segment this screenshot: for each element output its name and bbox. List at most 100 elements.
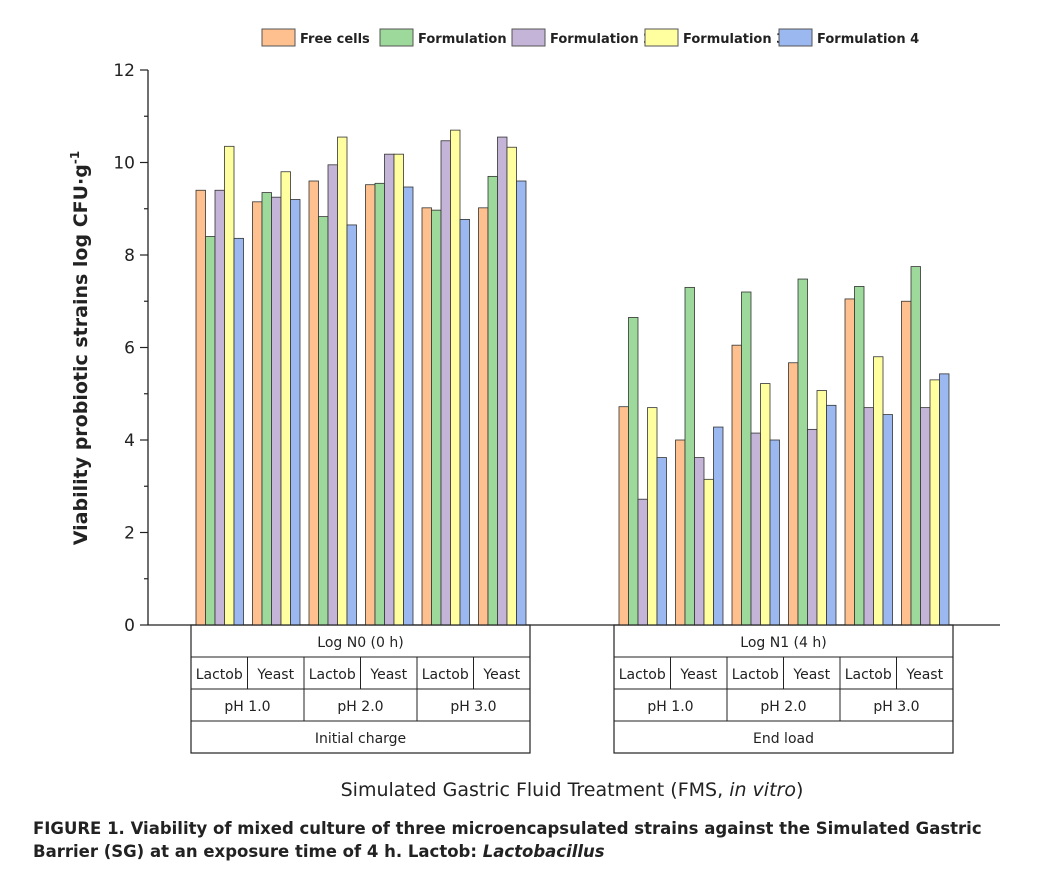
bar [854, 286, 865, 626]
x-axis-label-italic: in vitro [729, 779, 796, 801]
bar [826, 404, 837, 626]
bar [741, 291, 752, 626]
y-axis-label: Viability probiotic strains log CFU·g-1 [68, 151, 92, 545]
load-label: End load [753, 731, 814, 747]
bar [421, 207, 432, 626]
bar [816, 390, 827, 626]
y-tick-label: 8 [124, 246, 135, 266]
bar [844, 298, 855, 626]
strain-label: Yeast [256, 667, 294, 683]
legend-swatch [261, 28, 296, 47]
bar [280, 171, 291, 626]
bar [788, 362, 799, 626]
strain-label: Lactob [309, 667, 356, 683]
legend-swatch [511, 28, 546, 47]
bar [628, 317, 639, 626]
bar [327, 164, 338, 626]
ph-label: pH 1.0 [647, 699, 693, 715]
y-axis-label-sup: -1 [68, 151, 82, 164]
bar [647, 407, 658, 626]
bar [807, 428, 818, 626]
bar [506, 146, 517, 626]
bar [703, 478, 714, 626]
bar [694, 457, 705, 626]
strain-label: Lactob [196, 667, 243, 683]
bar [873, 356, 884, 626]
bar [374, 182, 385, 626]
y-tick-label: 12 [113, 61, 135, 81]
bar [365, 184, 376, 626]
bar [882, 414, 893, 626]
bar [797, 278, 808, 626]
strain-label: Yeast [369, 667, 407, 683]
ph-label: pH 1.0 [224, 699, 270, 715]
legend-swatch [778, 28, 813, 47]
x-axis-label-end: ) [796, 779, 803, 801]
bar [214, 189, 225, 626]
bar [403, 186, 414, 626]
bar [261, 192, 272, 626]
bar [290, 199, 301, 626]
strain-label: Yeast [482, 667, 520, 683]
caption-italic: Lactobacillus [482, 842, 605, 861]
bar [760, 383, 771, 626]
bar [901, 300, 912, 626]
bar [920, 407, 931, 626]
bar [478, 207, 489, 626]
bar [618, 406, 629, 626]
legend-label: Formulation 4 [817, 32, 919, 47]
bar [713, 426, 724, 626]
y-tick-label: 4 [124, 431, 135, 451]
bar [731, 344, 742, 626]
bar-chart: 0 2 4 6 8 10 12 Viability probiotic strains log… [68, 28, 1000, 801]
bar [271, 196, 282, 626]
x-axis-label: Simulated Gastric Fluid Treatment (FMS, … [341, 779, 804, 801]
ph-label: pH 3.0 [450, 699, 496, 715]
strain-label: Lactob [845, 667, 892, 683]
legend-label: Formulation 3 [683, 32, 785, 47]
load-label: Initial charge [315, 731, 406, 747]
bar [750, 432, 761, 626]
bar [637, 498, 648, 626]
legend-swatch [644, 28, 679, 47]
bar [318, 216, 329, 626]
legend-label: Formulation 2 [550, 32, 652, 47]
time-label: Log N1 (4 h) [740, 635, 826, 651]
bar [863, 407, 874, 626]
bar [910, 266, 921, 626]
legend-label: Free cells [300, 32, 370, 47]
bar [233, 237, 244, 626]
bar [929, 379, 940, 626]
bar [939, 373, 950, 626]
strain-label: Yeast [679, 667, 717, 683]
strain-label: Yeast [792, 667, 830, 683]
legend-label: Formulation 1 [418, 32, 520, 47]
bar [684, 286, 695, 626]
bar [337, 136, 348, 626]
bar [205, 236, 216, 626]
strain-label: Lactob [732, 667, 779, 683]
bar [431, 209, 442, 626]
bar [195, 189, 206, 626]
bar [769, 439, 780, 626]
bar [459, 218, 470, 626]
ph-label: pH 2.0 [760, 699, 806, 715]
y-tick-label: 0 [124, 616, 135, 636]
bar [224, 145, 235, 626]
y-tick-label: 10 [113, 154, 135, 174]
y-tick-label: 6 [124, 339, 135, 359]
bar [497, 136, 508, 626]
legend-swatch [379, 28, 414, 47]
caption-text: FIGURE 1. Viability of mixed culture of … [33, 819, 982, 861]
bar [516, 180, 527, 626]
y-tick-label: 2 [124, 524, 135, 544]
strain-label: Yeast [905, 667, 943, 683]
bar [346, 224, 357, 626]
strain-label: Lactob [619, 667, 666, 683]
bar [656, 457, 667, 626]
strain-label: Lactob [422, 667, 469, 683]
bar [393, 153, 404, 626]
bar [450, 129, 461, 626]
ph-label: pH 2.0 [337, 699, 383, 715]
